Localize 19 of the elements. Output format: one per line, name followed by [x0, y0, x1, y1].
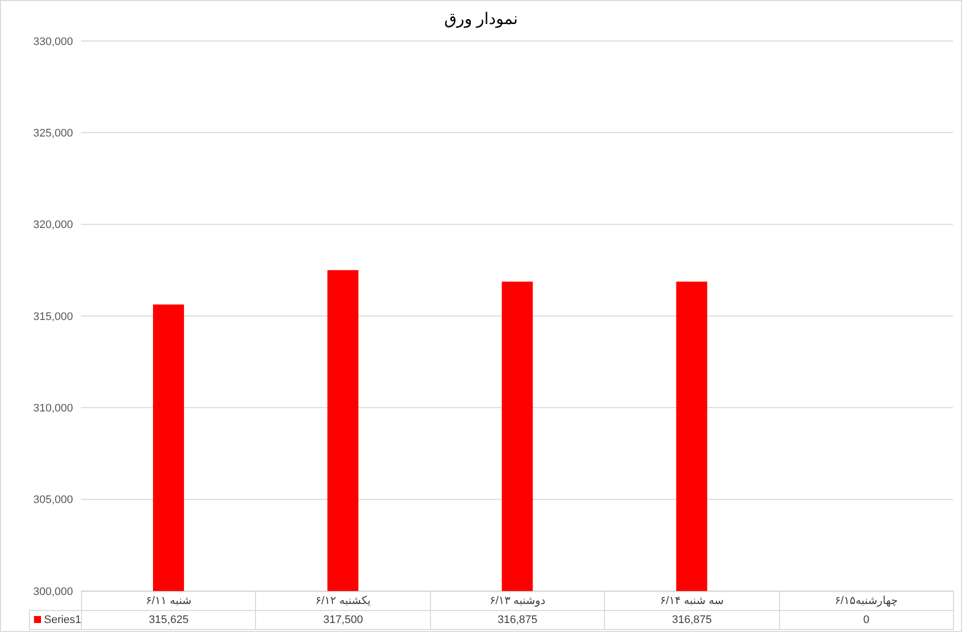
y-tick-label: 325,000: [33, 128, 73, 140]
data-label: 316,875: [604, 610, 780, 630]
y-tick-label: 310,000: [33, 402, 73, 415]
data-label: 317,500: [255, 610, 431, 630]
data-label: 315,625: [81, 610, 256, 630]
data-label: 316,875: [430, 610, 606, 630]
chart-title: نمودار ورق: [443, 10, 519, 29]
text: 0: [863, 614, 870, 626]
x-tick-label: دوشنبه ۶/۱۳: [430, 591, 606, 611]
y-tick-label: 300,000: [33, 586, 73, 598]
y-tick-label: 315,000: [33, 310, 73, 323]
y-tick-label: 320,000: [33, 219, 73, 232]
x-tick-label: شنبه ۶/۱۱: [81, 591, 256, 611]
x-tick-label: چهارشنبه۶/۱۵: [778, 591, 954, 611]
legend-label: Series1: [29, 610, 82, 630]
y-tick-label: 305,000: [33, 494, 73, 506]
x-tick-label: سه شنبه ۶/۱۴: [604, 591, 780, 611]
x-tick-label: یکشنبه ۶/۱۲: [255, 591, 431, 611]
y-tick-label: 330,000: [33, 36, 73, 48]
